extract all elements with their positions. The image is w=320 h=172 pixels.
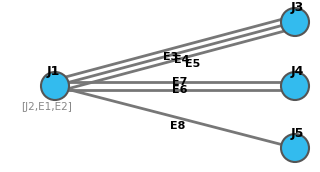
- Circle shape: [281, 134, 309, 162]
- Text: E6: E6: [172, 85, 188, 95]
- Circle shape: [281, 72, 309, 100]
- Text: J1: J1: [46, 66, 60, 78]
- Text: J4: J4: [290, 66, 304, 78]
- Text: J3: J3: [290, 2, 304, 14]
- Text: J5: J5: [290, 127, 304, 141]
- Circle shape: [41, 72, 69, 100]
- Text: E8: E8: [170, 121, 186, 131]
- Circle shape: [281, 8, 309, 36]
- Text: E4: E4: [174, 55, 190, 66]
- Text: E5: E5: [185, 59, 201, 69]
- Text: E7: E7: [172, 77, 188, 87]
- Text: E3: E3: [163, 52, 178, 62]
- Text: [J2,E1,E2]: [J2,E1,E2]: [21, 102, 72, 112]
